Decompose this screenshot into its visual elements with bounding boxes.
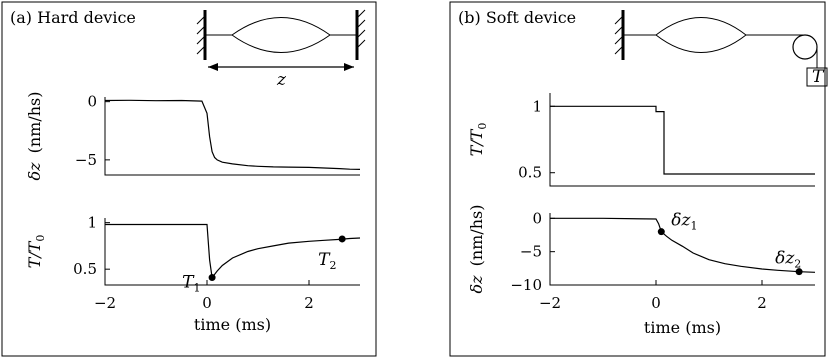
ytick-label: −10 [510, 276, 542, 294]
series-line [550, 105, 815, 175]
pulley-icon [792, 34, 818, 60]
load-label: T [812, 67, 825, 87]
wall-right-hatch [356, 9, 366, 49]
marker-point [795, 268, 803, 276]
ytick-label: −5 [520, 243, 542, 261]
wall-left-hatch [614, 15, 624, 55]
panel-a-frame [1, 1, 377, 357]
ytick-label: 1 [532, 97, 542, 115]
ytick-label: 1 [87, 214, 97, 232]
distance-arrow-head-right [344, 63, 354, 71]
marker-label: T2 [318, 250, 336, 272]
xtick-label: 2 [757, 294, 767, 312]
plot-a-bottom-xticks: −2 0 2 [94, 280, 314, 312]
ylabel-sub: 0 [476, 123, 489, 130]
plot-b-top: 1 0.5 T/T0 [467, 93, 815, 187]
ylabel: T/T0 [467, 123, 489, 157]
panel-b-frame [449, 1, 826, 357]
fiber-lens-shape [231, 17, 331, 53]
xtick-label: −2 [94, 294, 116, 312]
plot-b-top-axes [549, 93, 815, 187]
plot-b-top-yticks: 1 0.5 [518, 97, 555, 182]
panel-b: (b) Soft device T 1 [449, 1, 828, 357]
ylabel-sub: 0 [34, 235, 47, 242]
plot-a-top-yticks: 0 −5 [75, 93, 110, 169]
panel-a-title: (a) Hard device [10, 8, 136, 27]
panel-b-title: (b) Soft device [458, 8, 576, 27]
marker-label: T1 [182, 273, 200, 295]
load-box [806, 67, 828, 87]
ylabel-unit: (nm/hs) [25, 91, 44, 153]
xlabel: time (ms) [194, 315, 271, 334]
panel-a: (a) Hard device z [1, 1, 377, 357]
plot-a-bottom-yticks: 1 0.5 [73, 214, 110, 278]
ylabel-main: δz [467, 275, 486, 294]
ylabel: δz (nm/hs) [25, 91, 44, 180]
xlabel: time (ms) [644, 318, 721, 337]
panel-a-schematic: z [196, 9, 366, 90]
ytick-label: 0.5 [73, 260, 97, 278]
marker-label: δz2 [775, 249, 801, 271]
series-line [550, 217, 816, 273]
fiber-lens-shape [655, 17, 747, 53]
ylabel: T/T0 [25, 235, 47, 269]
ylabel-main: T/T [25, 240, 44, 268]
ytick-label: 0 [532, 209, 542, 227]
distance-arrow-head-left [208, 63, 218, 71]
xtick-label: 0 [202, 294, 212, 312]
series-line [105, 223, 361, 280]
ylabel: δz (nm/hs) [467, 204, 486, 293]
ylabel-unit: (nm/hs) [467, 204, 486, 266]
plot-b-bottom-xticks: −2 0 2 [539, 280, 767, 312]
series-line [104, 99, 361, 170]
plot-a-top: 0 −5 δz (nm/hs) [25, 91, 361, 181]
plot-b-bottom-yticks: 0 −5 −10 [510, 209, 555, 294]
wall-left-hatch [196, 15, 206, 55]
ylabel-main: δz [25, 162, 44, 181]
plot-a-top-axes [104, 97, 360, 176]
marker-label: δz1 [671, 211, 697, 233]
ytick-label: −5 [75, 151, 97, 169]
ylabel-main: T/T [467, 128, 486, 156]
marker-point [338, 235, 346, 243]
plot-a-bottom: 1 0.5 −2 0 2 T1 T2 T/T0 [25, 214, 361, 334]
ytick-label: 0 [87, 93, 97, 111]
ytick-label: 0.5 [518, 164, 542, 182]
marker-point [208, 274, 216, 282]
xtick-label: 0 [651, 294, 661, 312]
marker-point [657, 228, 665, 236]
panel-b-schematic: T [614, 10, 828, 87]
xtick-label: −2 [539, 294, 561, 312]
xtick-label: 2 [304, 294, 314, 312]
plot-b-bottom: 0 −5 −10 −2 0 2 δz1 δz2 [467, 204, 816, 337]
distance-label: z [276, 70, 287, 90]
